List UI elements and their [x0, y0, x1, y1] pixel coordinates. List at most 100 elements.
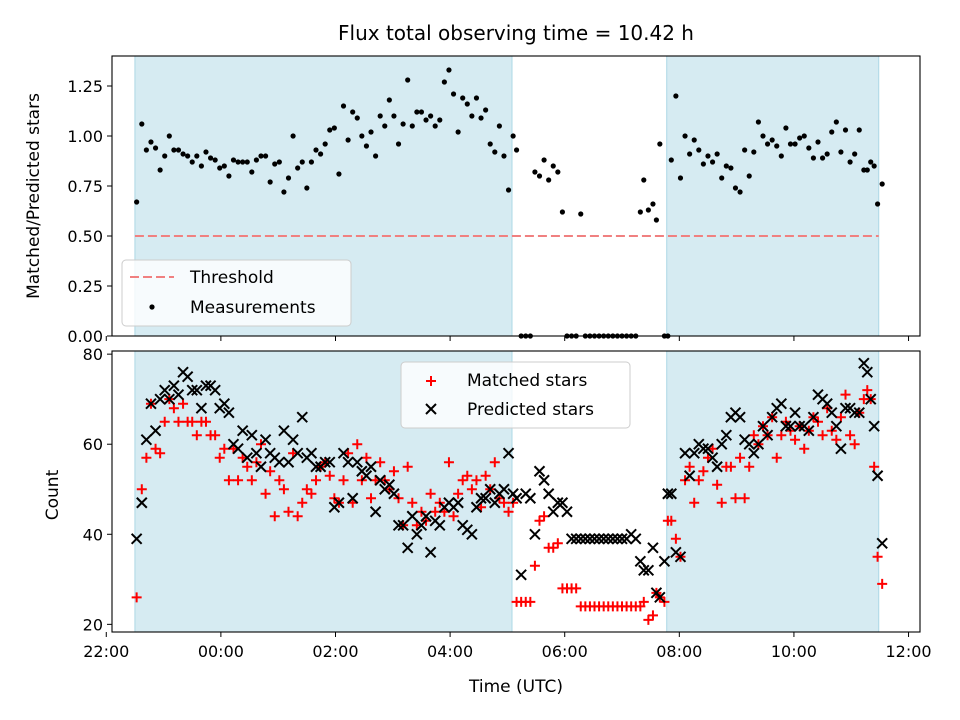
- matched-star-point: [278, 484, 289, 495]
- predicted-star-point: [365, 461, 377, 473]
- measurement-point: [492, 149, 498, 155]
- predicted-star-point: [876, 537, 888, 549]
- predicted-star-point: [556, 497, 569, 509]
- predicted-star-point: [575, 533, 587, 545]
- predicted-star-point: [401, 542, 414, 554]
- predicted-star-point: [255, 461, 267, 473]
- matched-star-point: [200, 416, 211, 427]
- measurement-point: [217, 165, 223, 171]
- predicted-star-point: [452, 497, 464, 509]
- measurement-point: [162, 153, 168, 159]
- measurement-point: [175, 147, 182, 153]
- matched-star-point: [338, 475, 349, 486]
- matched-star-point: [366, 493, 377, 504]
- measurement-point: [764, 141, 771, 147]
- predicted-star-point: [186, 384, 198, 396]
- predicted-star-point: [250, 447, 263, 459]
- measurement-point: [290, 133, 296, 139]
- predicted-star-point: [579, 533, 592, 545]
- predicted-star-point: [593, 533, 605, 545]
- measurement-point: [838, 149, 844, 155]
- measurement-point: [469, 113, 475, 119]
- measurement-point: [363, 143, 370, 149]
- predicted-star-point: [524, 492, 537, 504]
- predicted-star-point: [607, 533, 619, 545]
- measurement-point: [299, 159, 305, 165]
- predicted-star-point: [154, 393, 166, 405]
- predicted-star-point: [415, 519, 428, 531]
- predicted-star-point: [702, 443, 714, 455]
- measurement-point: [418, 109, 425, 115]
- matched-star-point: [744, 461, 755, 472]
- matched-star-point: [457, 475, 468, 486]
- predicted-star-point: [168, 379, 180, 392]
- x-tick-label: 02:00: [312, 642, 358, 661]
- predicted-star-point: [291, 447, 304, 459]
- predicted-star-point: [392, 519, 405, 531]
- measurement-point: [207, 155, 214, 161]
- x-tick-label: 22:00: [83, 642, 129, 661]
- matched-star-point: [159, 416, 170, 427]
- predicted-star-point: [868, 420, 880, 432]
- measurement-point: [386, 97, 392, 103]
- matched-star-point: [552, 538, 563, 549]
- predicted-star-point: [172, 388, 185, 401]
- matched-star-point: [817, 430, 828, 441]
- predicted-star-point: [333, 497, 345, 509]
- predicted-star-point: [830, 420, 843, 432]
- predicted-star-point: [319, 456, 331, 468]
- measurement-point: [460, 95, 466, 101]
- measurement-point: [455, 129, 461, 135]
- matched-star-point: [571, 583, 582, 594]
- axes-frame: [111, 350, 921, 633]
- matched-star-point: [214, 452, 225, 463]
- matched-star-point: [776, 430, 787, 441]
- predicted-star-point: [337, 447, 350, 459]
- predicted-star-point: [683, 470, 696, 482]
- matched-star-point: [529, 560, 540, 571]
- measurement-point: [737, 189, 743, 195]
- predicted-star-point: [561, 506, 573, 518]
- measurement-point: [513, 147, 520, 153]
- predicted-star-point: [858, 357, 870, 369]
- measurement-point: [473, 95, 480, 101]
- measurement-point: [833, 119, 839, 125]
- predicted-star-point: [273, 456, 286, 468]
- measurement-point: [194, 153, 200, 159]
- predicted-star-point: [662, 488, 674, 500]
- ratio-panel-y-ticks: 0.00 0.25 0.50 0.75 1.00 1.25: [67, 77, 112, 346]
- predicted-star-point: [861, 366, 873, 378]
- predicted-star-point: [145, 397, 157, 410]
- predicted-star-point: [743, 438, 755, 450]
- predicted-star-point: [140, 434, 153, 446]
- measurement-point: [478, 115, 484, 121]
- predicted-star-point: [634, 555, 647, 568]
- matched-star-point: [136, 484, 147, 495]
- matched-star-point: [223, 475, 234, 486]
- measurement-point: [230, 157, 237, 163]
- matched-star-point: [877, 578, 888, 589]
- matched-star-point: [246, 475, 257, 486]
- matched-star-point: [534, 515, 545, 526]
- matched-star-point: [548, 542, 559, 553]
- x-axis-label: Time (UTC): [468, 677, 563, 697]
- matched-star-point: [684, 461, 695, 472]
- measurement-point: [653, 217, 659, 223]
- measurement-point: [382, 123, 388, 129]
- x-tick-label: 12:00: [885, 642, 931, 661]
- matched-star-point: [274, 475, 285, 486]
- predicted-star-point: [305, 447, 318, 459]
- measurement-point: [673, 93, 679, 99]
- matched-star-point: [790, 434, 801, 445]
- measurement-point: [874, 201, 881, 207]
- measurement-point: [746, 173, 752, 179]
- matched-star-point: [670, 533, 681, 544]
- predicted-star-point: [424, 546, 437, 559]
- measurement-point: [700, 161, 706, 167]
- measurement-point: [152, 145, 159, 151]
- matched-star-point: [453, 488, 464, 499]
- matched-star-point: [862, 385, 873, 396]
- matched-star-point: [666, 515, 677, 526]
- measurement-point: [336, 171, 342, 177]
- measurement-point: [327, 127, 333, 133]
